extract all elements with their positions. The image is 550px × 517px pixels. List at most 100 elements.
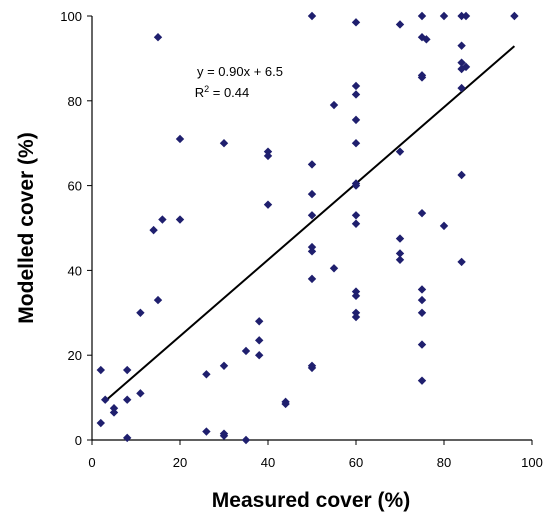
data-point bbox=[307, 247, 317, 256]
y-tick-label: 60 bbox=[68, 179, 82, 194]
data-point bbox=[219, 139, 229, 148]
data-point bbox=[96, 365, 105, 375]
data-point bbox=[417, 295, 427, 305]
data-point bbox=[123, 365, 132, 375]
data-point bbox=[109, 404, 119, 413]
data-point bbox=[263, 200, 273, 209]
data-point bbox=[439, 11, 449, 21]
tick-labels: 0 20 40 60 80 100 0 20 40 60 80 100 bbox=[60, 9, 543, 470]
data-point bbox=[202, 427, 211, 436]
data-point bbox=[255, 336, 264, 345]
data-point bbox=[123, 395, 132, 404]
data-point bbox=[101, 395, 110, 404]
data-point bbox=[351, 81, 361, 91]
x-tick-label: 40 bbox=[261, 455, 275, 470]
y-tick-label: 40 bbox=[68, 263, 82, 278]
data-point bbox=[307, 211, 317, 220]
data-point bbox=[202, 370, 211, 379]
data-point bbox=[351, 287, 361, 296]
data-point bbox=[461, 62, 471, 72]
data-point bbox=[417, 208, 427, 218]
data-point bbox=[417, 11, 427, 21]
data-point bbox=[351, 181, 361, 190]
data-point bbox=[351, 211, 361, 220]
data-point bbox=[96, 418, 105, 428]
y-tick-label: 100 bbox=[60, 9, 82, 24]
data-point bbox=[395, 249, 405, 258]
data-point bbox=[422, 35, 431, 44]
y-tick-label: 20 bbox=[68, 348, 82, 363]
r-squared-superscript: 2 bbox=[204, 84, 209, 94]
data-point bbox=[457, 257, 466, 267]
x-tick-label: 20 bbox=[173, 455, 187, 470]
data-point bbox=[263, 151, 273, 161]
data-point bbox=[175, 215, 185, 224]
data-point bbox=[329, 264, 339, 273]
data-point bbox=[457, 58, 466, 67]
data-point bbox=[351, 90, 361, 99]
r-squared-prefix: R bbox=[195, 85, 204, 100]
data-point bbox=[395, 234, 405, 243]
data-point bbox=[255, 317, 264, 326]
y-tick-label: 80 bbox=[68, 94, 82, 109]
equation-label: y = 0.90x + 6.5 bbox=[197, 64, 283, 79]
data-point bbox=[510, 11, 519, 21]
data-point bbox=[417, 33, 427, 42]
axes bbox=[87, 15, 533, 445]
data-point bbox=[417, 308, 427, 317]
data-point bbox=[219, 361, 229, 370]
data-point bbox=[351, 139, 361, 148]
data-point bbox=[307, 160, 317, 169]
data-point bbox=[395, 255, 405, 264]
data-point bbox=[123, 433, 132, 443]
data-point bbox=[241, 346, 251, 356]
r-squared-value: = 0.44 bbox=[209, 85, 249, 100]
data-point bbox=[153, 33, 163, 42]
data-point bbox=[417, 73, 427, 82]
data-point bbox=[457, 170, 466, 180]
data-point bbox=[307, 242, 317, 252]
data-point bbox=[153, 295, 163, 305]
x-tick-label: 0 bbox=[88, 455, 95, 470]
data-point bbox=[149, 225, 158, 235]
trendline bbox=[104, 45, 516, 402]
data-point bbox=[395, 147, 405, 156]
x-tick-label: 60 bbox=[349, 455, 363, 470]
r-squared-label: R2 = 0.44 bbox=[195, 84, 250, 100]
data-point bbox=[175, 134, 185, 144]
data-point bbox=[351, 219, 361, 228]
data-point bbox=[457, 41, 466, 50]
data-points bbox=[96, 11, 519, 445]
data-point bbox=[136, 308, 145, 317]
data-point bbox=[457, 83, 466, 93]
data-point bbox=[351, 18, 361, 27]
data-point bbox=[395, 20, 405, 29]
data-point bbox=[351, 115, 361, 125]
data-point bbox=[307, 363, 317, 373]
data-point bbox=[457, 64, 466, 74]
data-point bbox=[351, 291, 361, 301]
y-axis-title: Modelled cover (%) bbox=[15, 132, 38, 323]
data-point bbox=[255, 351, 264, 360]
data-point bbox=[417, 285, 427, 294]
x-axis-title: Measured cover (%) bbox=[212, 489, 410, 512]
trendline-group bbox=[104, 45, 516, 402]
data-point bbox=[158, 215, 167, 224]
data-point bbox=[417, 376, 427, 385]
data-point bbox=[136, 389, 145, 398]
data-point bbox=[241, 435, 251, 445]
data-point bbox=[307, 274, 317, 284]
data-point bbox=[329, 100, 339, 110]
data-point bbox=[263, 147, 273, 156]
x-tick-label: 80 bbox=[437, 455, 451, 470]
data-point bbox=[307, 189, 317, 199]
data-point bbox=[351, 312, 361, 322]
data-point bbox=[307, 11, 317, 21]
data-point bbox=[281, 399, 290, 409]
data-point bbox=[457, 11, 466, 21]
data-point bbox=[417, 340, 427, 349]
y-tick-label: 0 bbox=[75, 433, 82, 448]
data-point bbox=[219, 431, 229, 440]
data-point bbox=[351, 308, 361, 317]
